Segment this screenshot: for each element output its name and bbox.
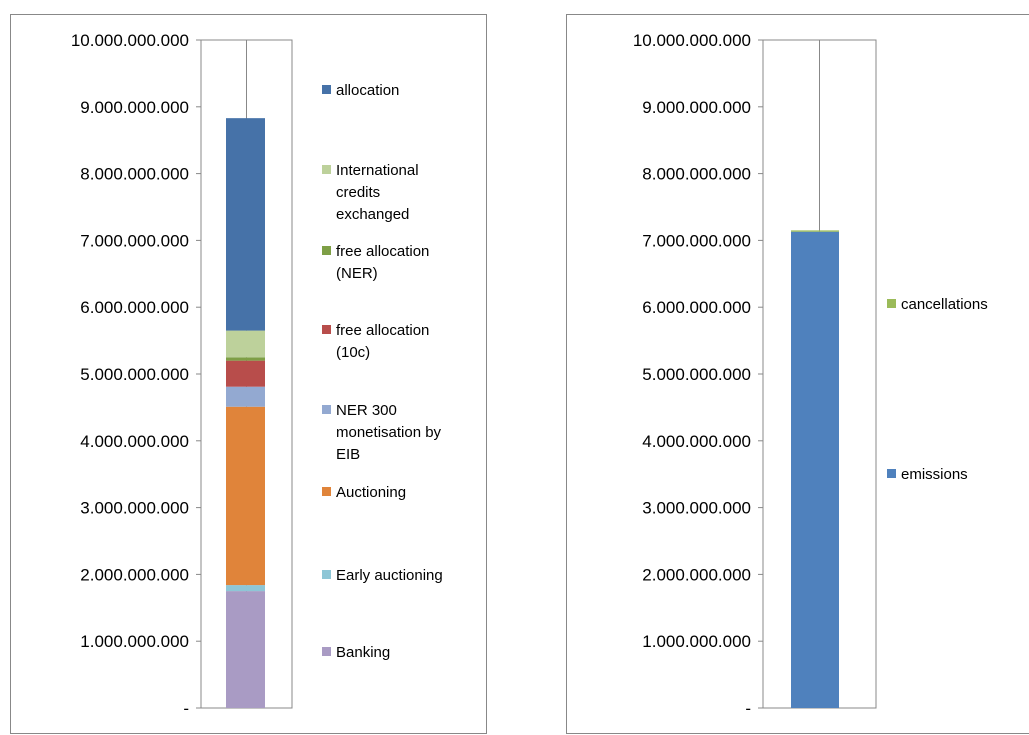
- y-tick-label: 1.000.000.000: [642, 632, 751, 651]
- bar-segment-early-auctioning: [226, 585, 265, 592]
- y-tick-label: -: [745, 699, 751, 718]
- legend-swatch: [322, 570, 331, 579]
- y-tick-label: 8.000.000.000: [80, 165, 189, 184]
- y-tick-label: 10.000.000.000: [71, 31, 189, 50]
- legend-swatch: [322, 165, 331, 174]
- legend-label: (NER): [336, 265, 378, 282]
- y-tick-label: -: [183, 699, 189, 718]
- legend-label: credits: [336, 184, 380, 201]
- bar-segment-international-credits-exchanged: [226, 330, 265, 358]
- y-tick-label: 7.000.000.000: [80, 231, 189, 250]
- y-tick-label: 2.000.000.000: [80, 565, 189, 584]
- bar-segment-free-allocation-ner: [226, 357, 265, 361]
- legend-swatch: [322, 85, 331, 94]
- legend-swatch: [887, 299, 896, 308]
- legend-label: International: [336, 162, 419, 179]
- legend-swatch: [322, 487, 331, 496]
- legend-label: allocation: [336, 82, 399, 99]
- legend-label: Banking: [336, 644, 390, 661]
- legend-label: EIB: [336, 446, 360, 463]
- bar-segment-emissions: [791, 231, 839, 708]
- legend-label: exchanged: [336, 206, 409, 223]
- right-stacked-bar-chart: - 1.000.000.000 2.000.000.000 3.000.000.000…: [633, 31, 988, 718]
- bar-segment-banking: [226, 591, 265, 708]
- legend-label: free allocation: [336, 322, 429, 339]
- y-tick-label: 9.000.000.000: [80, 98, 189, 117]
- legend-label: monetisation by: [336, 424, 442, 441]
- legend-swatch: [322, 647, 331, 656]
- legend-label: (10c): [336, 344, 370, 361]
- legend-label: Early auctioning: [336, 567, 443, 584]
- bar-segment-auctioning: [226, 406, 265, 586]
- y-tick-label: 10.000.000.000: [633, 31, 751, 50]
- y-tick-label: 5.000.000.000: [642, 365, 751, 384]
- y-tick-label: 7.000.000.000: [642, 231, 751, 250]
- y-tick-label: 6.000.000.000: [642, 298, 751, 317]
- y-tick-label: 4.000.000.000: [642, 432, 751, 451]
- bar-segment-ner-300-monetisation-by-eib: [226, 386, 265, 407]
- y-tick-label: 4.000.000.000: [80, 432, 189, 451]
- legend-label: NER 300: [336, 402, 397, 419]
- bar-segment-cancellations: [791, 230, 839, 232]
- bar-segment-free-allocation-10c: [226, 360, 265, 387]
- legend-swatch: [322, 325, 331, 334]
- legend-swatch: [322, 246, 331, 255]
- y-tick-label: 3.000.000.000: [642, 499, 751, 518]
- legend-label: cancellations: [901, 296, 988, 313]
- legend-swatch: [887, 469, 896, 478]
- left-chart-panel: - 1.000.000.000 2.000.000.000 3.000.000.000…: [10, 14, 487, 734]
- right-chart-panel: - 1.000.000.000 2.000.000.000 3.000.000.000…: [566, 14, 1029, 734]
- y-tick-label: 6.000.000.000: [80, 298, 189, 317]
- y-tick-label: 3.000.000.000: [80, 499, 189, 518]
- legend-label: Auctioning: [336, 484, 406, 501]
- y-tick-label: 5.000.000.000: [80, 365, 189, 384]
- y-tick-label: 1.000.000.000: [80, 632, 189, 651]
- y-tick-label: 2.000.000.000: [642, 565, 751, 584]
- y-tick-label: 8.000.000.000: [642, 165, 751, 184]
- y-tick-label: 9.000.000.000: [642, 98, 751, 117]
- legend-swatch: [322, 405, 331, 414]
- legend-label: emissions: [901, 466, 968, 483]
- legend-label: free allocation: [336, 243, 429, 260]
- bar-segment-allocation: [226, 118, 265, 331]
- left-stacked-bar-chart: - 1.000.000.000 2.000.000.000 3.000.000.000…: [71, 31, 443, 718]
